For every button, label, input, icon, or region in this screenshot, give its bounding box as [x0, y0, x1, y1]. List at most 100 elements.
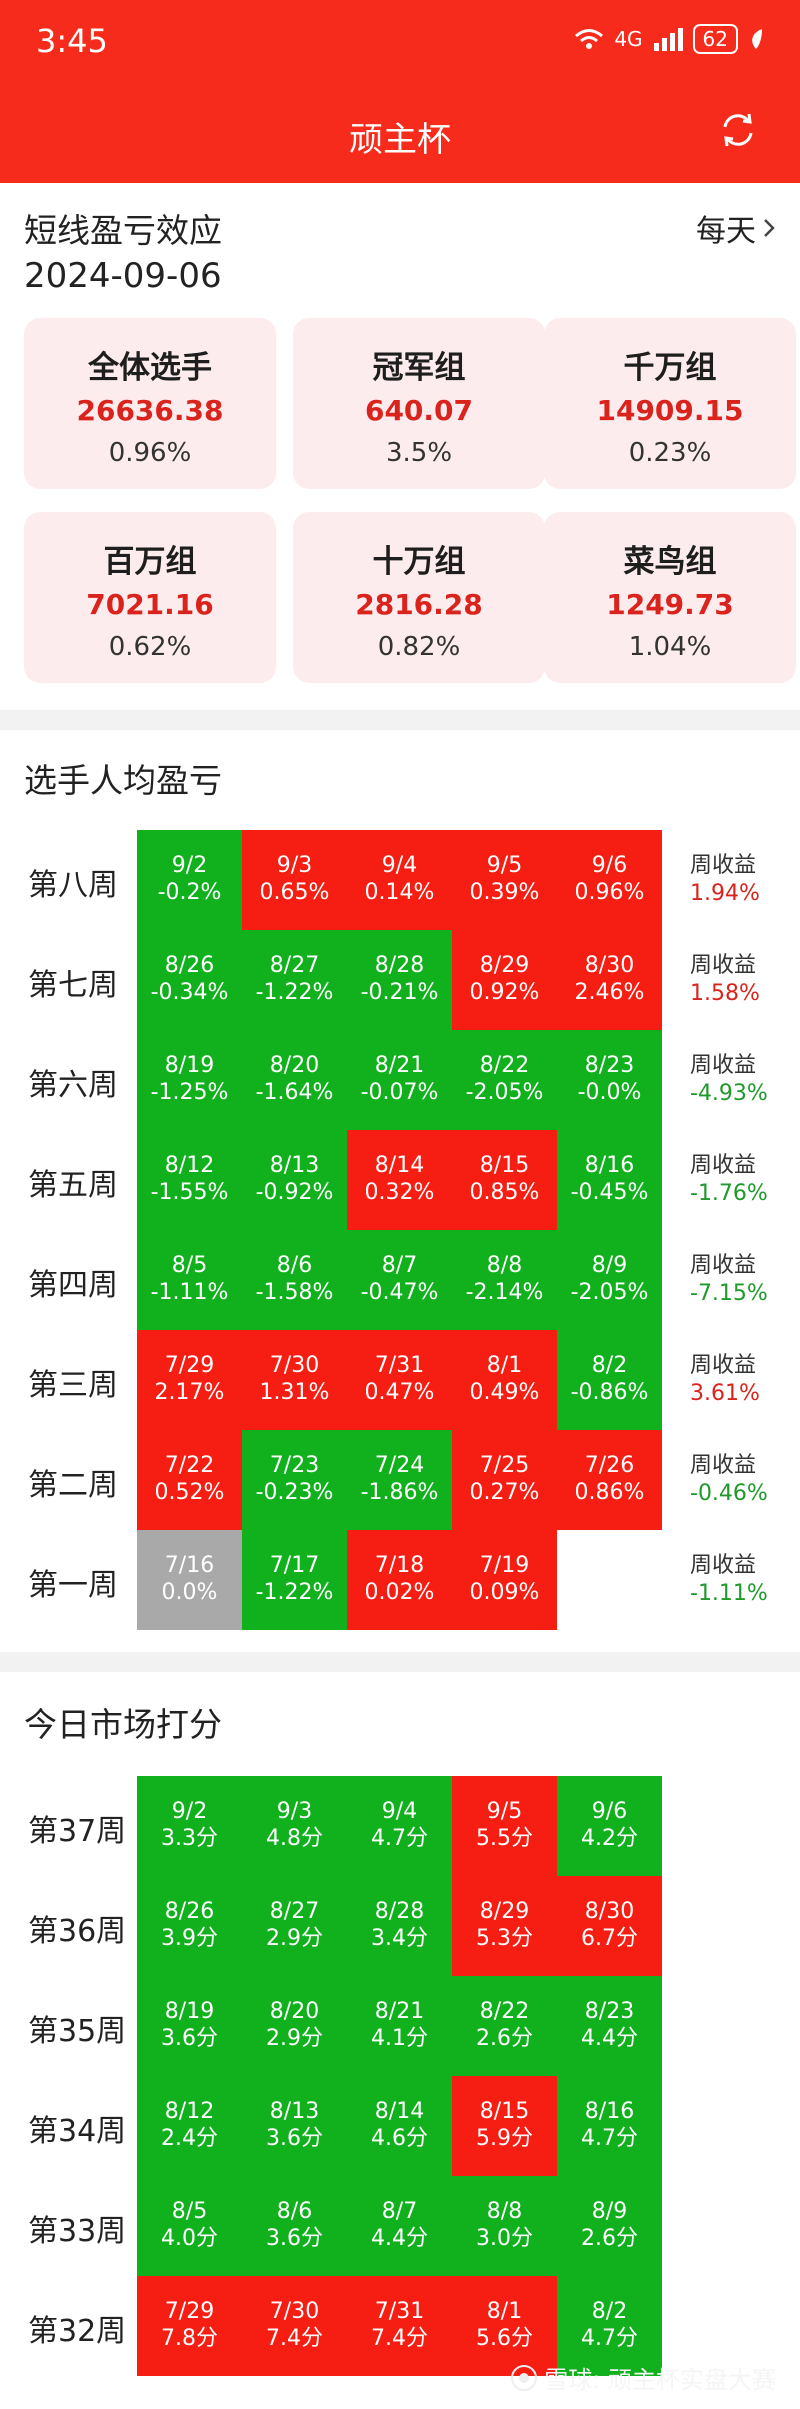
day-cell: 8/21 4.1分	[347, 1976, 452, 2076]
day-cell: 7/19 0.09%	[452, 1530, 557, 1630]
snowball-logo-icon	[511, 2364, 538, 2391]
day-value: 3.3分	[161, 1826, 218, 1851]
day-date: 8/19	[164, 1053, 215, 1078]
day-cell: 8/12 2.4分	[137, 2076, 242, 2176]
week-label: 第36周	[28, 1914, 127, 1949]
page-title: 顽主杯	[349, 120, 451, 160]
day-cell: 8/30 2.46%	[557, 930, 662, 1030]
day-value: 2.6分	[476, 2026, 533, 2051]
group-card[interactable]: 菜鸟组 1249.73 1.04%	[544, 512, 796, 683]
day-date: 8/15	[479, 2099, 530, 2124]
day-value: 0.14%	[364, 880, 435, 905]
day-cell: 8/29 0.92%	[452, 930, 557, 1030]
day-value: 0.92%	[469, 980, 540, 1005]
day-date: 9/4	[381, 1799, 418, 1824]
weekly-return-value: -7.15%	[690, 1281, 768, 1306]
weekly-return-value: 1.94%	[690, 881, 760, 906]
group-name: 菜鸟组	[623, 544, 717, 580]
day-value: 0.32%	[364, 1180, 435, 1205]
chevron-right-icon	[764, 219, 775, 237]
weekly-return-value: -4.93%	[690, 1081, 768, 1106]
week-label: 第32周	[28, 2314, 127, 2349]
day-cell: 7/17 -1.22%	[242, 1530, 347, 1630]
day-value: 4.7分	[581, 2326, 638, 2351]
day-value: 2.6分	[581, 2226, 638, 2251]
day-value: 3.9分	[161, 1926, 218, 1951]
day-value: 2.17%	[154, 1380, 225, 1405]
week-label: 第35周	[28, 2014, 127, 2049]
day-value: -0.21%	[360, 980, 439, 1005]
day-date: 8/22	[479, 1053, 530, 1078]
day-value: 2.46%	[574, 980, 645, 1005]
group-card[interactable]: 冠军组 640.07 3.5%	[293, 318, 545, 489]
section-divider	[0, 1652, 800, 1672]
day-date: 8/5	[171, 1253, 208, 1278]
weekly-return: 周收益 1.58%	[690, 952, 780, 1008]
day-value: 0.85%	[469, 1180, 540, 1205]
day-date: 8/20	[269, 1053, 320, 1078]
leaf-icon	[752, 29, 762, 49]
day-date: 7/18	[374, 1553, 425, 1578]
day-cell: 8/7 4.4分	[347, 2176, 452, 2276]
day-cell: 8/22 -2.05%	[452, 1030, 557, 1130]
weekly-return: 周收益 -1.76%	[690, 1152, 780, 1208]
day-value: 7.4分	[371, 2326, 428, 2351]
period-selector[interactable]: 每天	[696, 206, 776, 250]
day-date: 8/6	[276, 2199, 313, 2224]
day-cell: 8/29 5.3分	[452, 1876, 557, 1976]
day-value: 3.0分	[476, 2226, 533, 2251]
day-value: -2.05%	[465, 1080, 544, 1105]
weekly-return-label: 周收益	[690, 1453, 757, 1478]
weekly-return: 周收益 -1.11%	[690, 1552, 780, 1608]
day-cell: 9/6 0.96%	[557, 830, 662, 930]
day-date: 9/5	[486, 1799, 523, 1824]
day-cell: 7/24 -1.86%	[347, 1430, 452, 1530]
group-card[interactable]: 千万组 14909.15 0.23%	[544, 318, 796, 489]
group-card[interactable]: 全体选手 26636.38 0.96%	[24, 318, 276, 489]
weekly-return: 周收益 1.94%	[690, 852, 780, 908]
weekly-return: 周收益 -7.15%	[690, 1252, 780, 1308]
day-cell: 8/20 -1.64%	[242, 1030, 347, 1130]
day-value: 5.3分	[476, 1926, 533, 1951]
day-value: 3.6分	[161, 2026, 218, 2051]
group-value: 2816.28	[355, 588, 483, 621]
day-date: 7/26	[584, 1453, 635, 1478]
group-card[interactable]: 百万组 7021.16 0.62%	[24, 512, 276, 683]
day-cell: 8/8 -2.14%	[452, 1230, 557, 1330]
day-cell: 7/23 -0.23%	[242, 1430, 347, 1530]
week-label: 第六周	[28, 1068, 118, 1103]
day-value: 7.4分	[266, 2326, 323, 2351]
day-cell: 8/28 -0.21%	[347, 930, 452, 1030]
day-cell: 9/4 0.14%	[347, 830, 452, 930]
day-value: 3.4分	[371, 1926, 428, 1951]
status-icons: 4G 62	[574, 24, 764, 54]
day-date: 8/8	[486, 2199, 523, 2224]
day-value: -1.22%	[255, 980, 334, 1005]
day-date: 7/31	[374, 2299, 425, 2324]
day-cell: 8/12 -1.55%	[137, 1130, 242, 1230]
day-value: 0.52%	[154, 1480, 225, 1505]
day-date: 9/6	[591, 853, 628, 878]
week-label: 第二周	[28, 1468, 118, 1503]
day-cell: 8/2 -0.86%	[557, 1330, 662, 1430]
group-percent: 1.04%	[628, 632, 712, 662]
day-cell: 8/14 0.32%	[347, 1130, 452, 1230]
day-date: 8/27	[269, 1899, 320, 1924]
group-card[interactable]: 十万组 2816.28 0.82%	[293, 512, 545, 683]
day-date: 8/21	[374, 1999, 425, 2024]
day-value: 0.39%	[469, 880, 540, 905]
refresh-icon[interactable]	[718, 110, 758, 150]
day-cell: 8/19 3.6分	[137, 1976, 242, 2076]
day-value: 2.4分	[161, 2126, 218, 2151]
day-date: 7/17	[269, 1553, 320, 1578]
day-value: -1.58%	[255, 1280, 334, 1305]
pnl-title: 选手人均盈亏	[24, 761, 222, 800]
day-value: 0.65%	[259, 880, 330, 905]
day-date: 8/26	[164, 1899, 215, 1924]
day-value: -0.92%	[255, 1180, 334, 1205]
day-date: 8/9	[591, 1253, 628, 1278]
day-date: 9/6	[591, 1799, 628, 1824]
group-percent: 3.5%	[385, 438, 453, 468]
day-cell: 7/16 0.0%	[137, 1530, 242, 1630]
weekly-return-label: 周收益	[690, 1153, 757, 1178]
